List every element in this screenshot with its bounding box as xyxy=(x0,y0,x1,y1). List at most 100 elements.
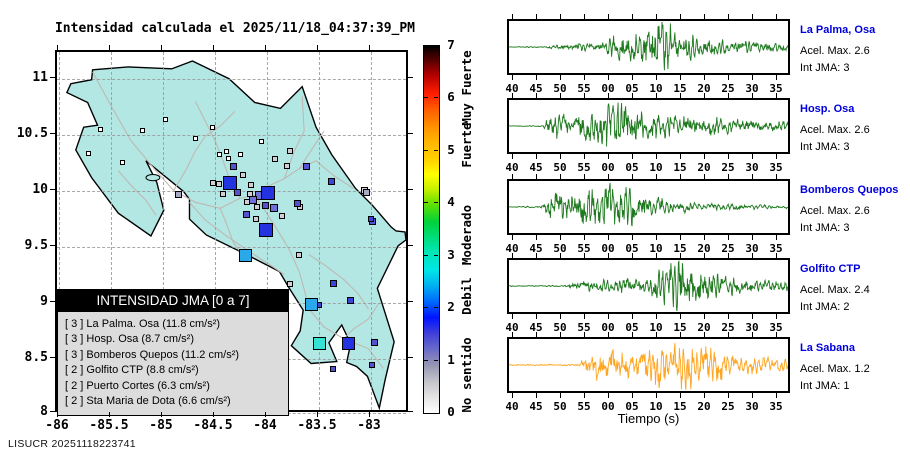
panel-tick-label: 15 xyxy=(673,82,687,95)
axis-tick xyxy=(50,133,55,134)
gridline-vertical xyxy=(111,52,112,410)
panel-tick xyxy=(536,174,537,179)
panel-tick xyxy=(512,93,513,98)
axis-tick xyxy=(50,411,55,412)
panel-tick xyxy=(704,174,705,179)
panel-tick xyxy=(656,174,657,179)
panel-tick-label: 55 xyxy=(577,321,591,334)
panel-tick xyxy=(632,393,633,398)
intensity-marker xyxy=(249,196,257,204)
panel-tick xyxy=(608,93,609,98)
intensity-marker xyxy=(210,180,216,186)
axis-tick xyxy=(408,301,413,302)
panel-tick xyxy=(512,253,513,258)
intensity-marker xyxy=(261,201,269,209)
panel-tick-label: 15 xyxy=(673,321,687,334)
panel-tick-label: 35 xyxy=(769,400,783,413)
gridline-vertical xyxy=(163,52,164,410)
panel-tick xyxy=(680,314,681,319)
intensity-marker xyxy=(346,296,354,304)
axis-tick xyxy=(57,45,58,50)
axis-tick xyxy=(161,45,162,50)
y-axis-label: 11 xyxy=(32,70,48,85)
colorbar-category-label: Debil xyxy=(459,277,474,315)
panel-tick xyxy=(608,154,609,159)
colorbar-number: 6 xyxy=(447,89,455,105)
station-acel-max: Acel. Max. 2.6 xyxy=(800,124,870,136)
gridline-horizontal xyxy=(57,79,406,80)
panel-tick-label: 00 xyxy=(601,82,615,95)
colorbar-tick xyxy=(434,97,438,99)
panel-tick-label: 40 xyxy=(505,82,519,95)
gridline-vertical xyxy=(319,52,320,410)
panel-tick xyxy=(704,314,705,319)
axis-tick xyxy=(408,133,413,134)
gridline-vertical xyxy=(371,52,372,410)
axis-tick xyxy=(408,357,413,358)
colorbar-tick xyxy=(424,359,428,361)
panel-tick-label: 50 xyxy=(553,242,567,255)
panel-tick xyxy=(632,314,633,319)
waveform-line xyxy=(508,182,789,227)
colorbar-tick xyxy=(434,254,438,256)
intensity-marker xyxy=(272,156,278,162)
axis-tick xyxy=(408,189,413,190)
station-name: Golfito CTP xyxy=(800,263,861,275)
intensity-marker xyxy=(174,190,182,198)
panel-tick xyxy=(680,93,681,98)
station-int-jma: Int JMA: 3 xyxy=(800,222,850,234)
panel-tick-label: 50 xyxy=(553,321,567,334)
panel-tick-label: 30 xyxy=(745,321,759,334)
colorbar-number: 4 xyxy=(447,194,455,210)
panel-tick-label: 35 xyxy=(769,161,783,174)
station-acel-max: Acel. Max. 1.2 xyxy=(800,363,870,375)
panel-tick xyxy=(680,174,681,179)
intensity-marker xyxy=(293,199,301,207)
map-title: Intensidad calculada el 2025/11/18_04:37… xyxy=(54,21,416,36)
intensity-marker xyxy=(362,188,370,196)
panel-tick-label: 10 xyxy=(649,82,663,95)
colorbar-category-label: Muy Fuerte xyxy=(459,50,474,126)
axis-tick xyxy=(213,412,214,417)
panel-tick xyxy=(536,235,537,240)
intensity-marker xyxy=(240,172,246,178)
intensity-marker xyxy=(238,248,252,262)
panel-tick xyxy=(584,14,585,19)
panel-tick xyxy=(752,235,753,240)
panel-tick xyxy=(536,314,537,319)
panel-tick-label: 30 xyxy=(745,161,759,174)
gridline-vertical xyxy=(59,52,60,410)
panel-tick xyxy=(584,314,585,319)
intensity-marker xyxy=(223,148,229,154)
station-int-jma: Int JMA: 1 xyxy=(800,380,850,392)
gridline-horizontal xyxy=(57,247,406,248)
panel-tick xyxy=(680,154,681,159)
panel-tick xyxy=(656,314,657,319)
intensity-marker xyxy=(223,176,237,190)
gridline-horizontal xyxy=(57,135,406,136)
panel-tick xyxy=(536,393,537,398)
intensity-marker xyxy=(296,252,302,258)
panel-tick xyxy=(680,393,681,398)
colorbar-category-label: Moderado xyxy=(459,204,474,266)
intensity-marker xyxy=(216,151,222,157)
panel-tick xyxy=(584,154,585,159)
panel-tick-label: 20 xyxy=(697,400,711,413)
axis-tick xyxy=(408,245,413,246)
panel-tick-label: 45 xyxy=(529,321,543,334)
intensity-marker xyxy=(259,223,273,237)
legend-item: [ 3 ] Hosp. Osa (8.7 cm/s²) xyxy=(65,333,194,346)
colorbar-number: 2 xyxy=(447,299,455,315)
intensity-marker xyxy=(253,216,259,222)
x-axis-label: -83 xyxy=(357,418,381,433)
panel-tick xyxy=(560,332,561,337)
panel-tick-label: 00 xyxy=(601,161,615,174)
panel-tick xyxy=(680,75,681,80)
panel-tick xyxy=(680,332,681,337)
panel-tick-label: 05 xyxy=(625,82,639,95)
intensity-marker xyxy=(242,210,250,218)
panel-tick xyxy=(776,75,777,80)
panel-tick xyxy=(608,314,609,319)
panel-tick xyxy=(752,174,753,179)
